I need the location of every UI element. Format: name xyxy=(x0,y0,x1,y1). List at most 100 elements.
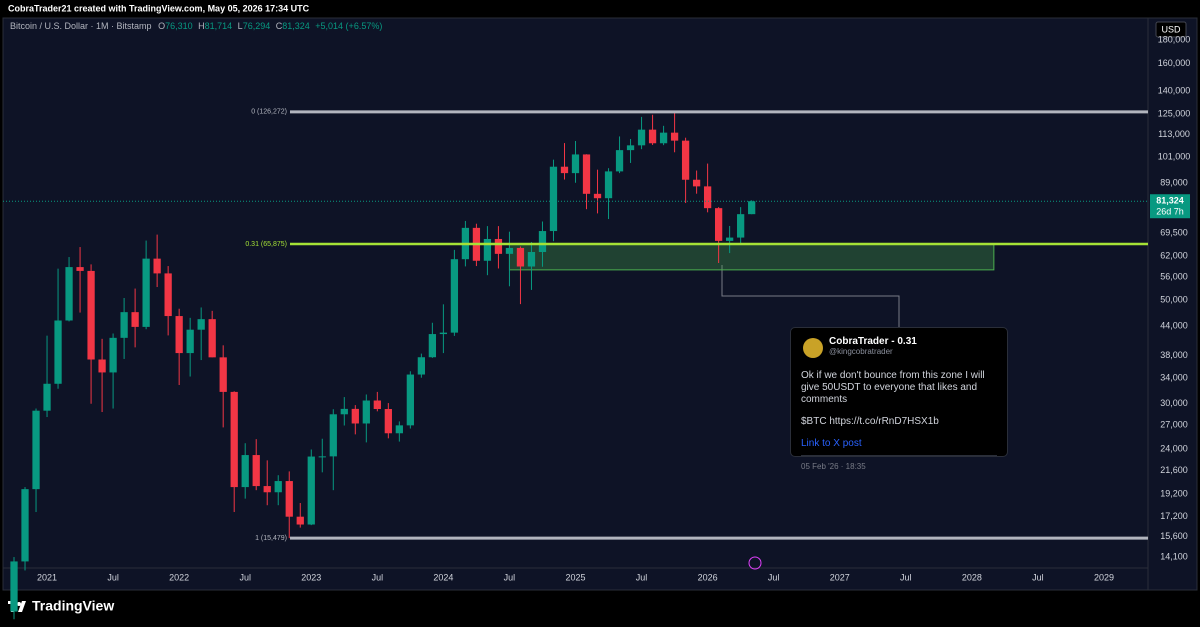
candle-body xyxy=(329,414,337,457)
candle-body xyxy=(737,214,745,238)
y-tick-label: 14,100 xyxy=(1160,551,1188,561)
countdown: 26d 7h xyxy=(1156,207,1184,217)
currency-box[interactable] xyxy=(1155,21,1187,38)
candle-body xyxy=(296,516,304,525)
logo-part xyxy=(18,601,26,612)
candle-body xyxy=(748,201,756,215)
x-tick-label: Jul xyxy=(239,572,251,582)
credit: CobraTrader21 created with TradingView.c… xyxy=(8,3,310,13)
candle-body xyxy=(450,259,459,333)
y-tick-label: 27,000 xyxy=(1160,420,1188,430)
currency: USD xyxy=(1161,24,1181,34)
chart-panel xyxy=(2,17,1198,591)
candle-body xyxy=(197,319,205,330)
candle-body xyxy=(318,456,326,458)
candle-body xyxy=(505,247,514,254)
candle-body xyxy=(395,425,403,434)
candle-body xyxy=(241,455,249,488)
x-tick-label: Jul xyxy=(636,572,648,582)
note-handle: @kingcobratrader xyxy=(829,347,893,356)
candle-body xyxy=(263,486,271,493)
x-tick-label: 2024 xyxy=(433,572,453,582)
legend-value: 76,294 xyxy=(243,21,271,31)
avatar xyxy=(803,338,823,358)
candle-body xyxy=(703,186,712,209)
event-icon[interactable] xyxy=(748,556,762,570)
candle-body xyxy=(54,320,62,384)
last-price-label: 81,324 xyxy=(1156,196,1184,206)
candle-body xyxy=(175,316,183,354)
note-text: Ok if we don't bounce from this zone I w… xyxy=(801,370,985,405)
x-tick-label: 2029 xyxy=(1094,572,1114,582)
legend-value: 81,714 xyxy=(205,21,233,31)
legend-value: 76,310 xyxy=(165,21,193,31)
candle-body xyxy=(219,357,227,392)
candle-body xyxy=(681,140,690,180)
candle-body xyxy=(32,410,40,490)
candle-body xyxy=(87,270,95,360)
note-author: CobraTrader - 0.31 xyxy=(829,336,917,347)
candle-body xyxy=(527,252,536,267)
x-tick-label: Jul xyxy=(107,572,119,582)
x-tick-label: 2025 xyxy=(565,572,585,582)
fib-label: 1 (15,479) xyxy=(255,535,287,542)
candle-body xyxy=(714,208,723,241)
x-tick-label: Jul xyxy=(768,572,780,582)
x-tick-label: Jul xyxy=(504,572,516,582)
candle-body xyxy=(230,391,238,488)
candle-body xyxy=(549,166,558,232)
candle-body xyxy=(615,150,624,172)
y-tick-label: 62,000 xyxy=(1160,251,1188,261)
candle-body xyxy=(109,337,117,373)
note-connector xyxy=(721,265,900,327)
candle-body xyxy=(494,238,503,254)
y-tick-label: 15,600 xyxy=(1160,531,1188,541)
note-link[interactable]: Link to X post xyxy=(801,438,862,449)
x-tick-label: 2023 xyxy=(301,572,321,582)
candle-body xyxy=(186,329,194,354)
x-tick-label: Jul xyxy=(1032,572,1044,582)
candle-body xyxy=(340,408,348,415)
candle-body xyxy=(120,312,128,338)
last-price-tag xyxy=(1150,194,1190,219)
y-tick-label: 125,000 xyxy=(1158,108,1191,118)
candle-body xyxy=(593,193,602,199)
y-tick-label: 140,000 xyxy=(1158,85,1191,95)
y-tick-label: 50,000 xyxy=(1160,294,1188,304)
y-tick-label: 160,000 xyxy=(1158,58,1191,68)
candle-body xyxy=(428,334,437,358)
candle-body xyxy=(21,489,29,562)
y-tick-label: 24,000 xyxy=(1160,443,1188,453)
candle-body xyxy=(604,171,613,199)
candle-body xyxy=(406,374,414,426)
y-tick-label: 30,000 xyxy=(1160,398,1188,408)
y-tick-label: 101,000 xyxy=(1158,152,1191,162)
candle-body xyxy=(692,179,701,187)
candle-body xyxy=(252,455,260,487)
legend-value: 81,324 xyxy=(282,21,310,31)
x-tick-label: 2021 xyxy=(37,572,57,582)
y-tick-label: 17,200 xyxy=(1160,511,1188,521)
candle-body xyxy=(164,273,172,317)
x-tick-label: Jul xyxy=(372,572,384,582)
candle-body xyxy=(351,408,359,424)
fib-label: 0.31 (65,875) xyxy=(245,241,287,248)
change: +5,014 (+6.57%) xyxy=(315,21,382,31)
logo-part xyxy=(17,602,21,606)
y-tick-label: 89,000 xyxy=(1160,177,1188,187)
y-tick-label: 69,500 xyxy=(1160,228,1188,238)
candle-body xyxy=(726,237,734,241)
legend-key: C xyxy=(276,21,283,31)
candle-body xyxy=(670,132,679,141)
y-tick-label: 21,600 xyxy=(1160,465,1188,475)
x-tick-label: 2022 xyxy=(169,572,189,582)
candle-body xyxy=(384,409,392,434)
y-tick-label: 34,000 xyxy=(1160,373,1188,383)
candle-body xyxy=(131,312,139,327)
x-tick-label: Jul xyxy=(900,572,912,582)
candle-body xyxy=(65,267,73,321)
avatar-circle xyxy=(803,338,823,358)
brand: TradingView xyxy=(32,598,114,614)
